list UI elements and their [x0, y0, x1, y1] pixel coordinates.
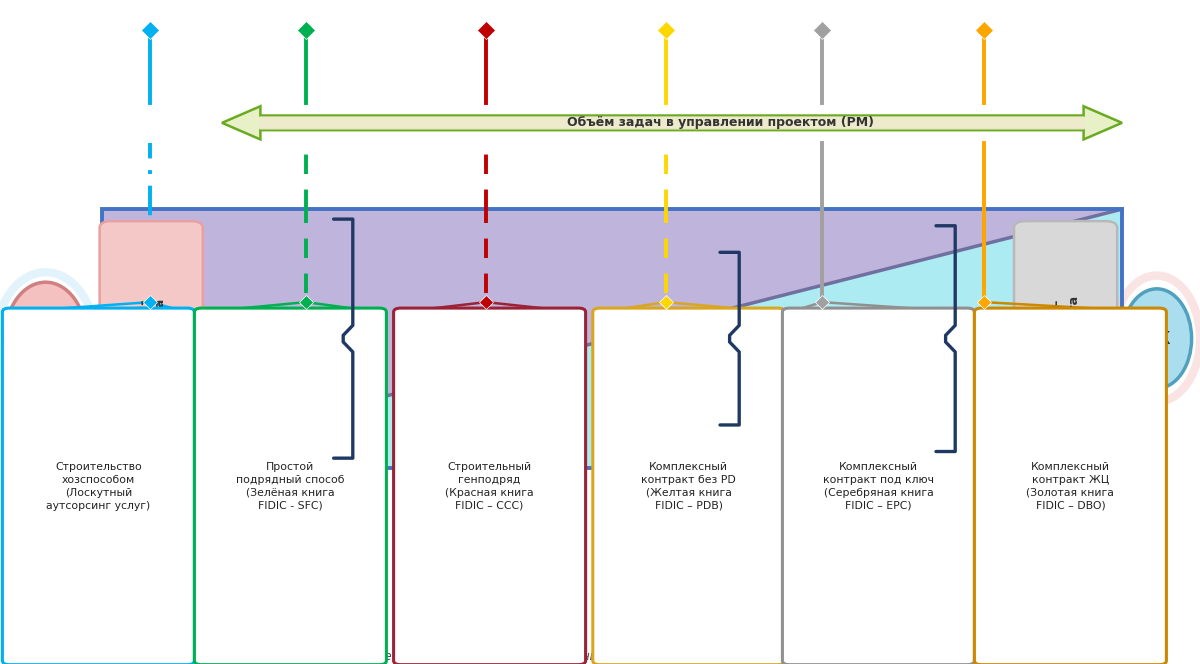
Text: ИК: ИК [1144, 329, 1170, 348]
Ellipse shape [1122, 289, 1192, 388]
Text: Строительный
генподряд
(Красная книга
FIDIC – CCC): Строительный генподряд (Красная книга FI… [445, 462, 534, 511]
Text: Объём РМ-
инсорсинга: Объём РМ- инсорсинга [137, 298, 166, 379]
FancyBboxPatch shape [194, 308, 386, 664]
Text: Объём задач в управлении проектом (РМ): Объём задач в управлении проектом (РМ) [566, 116, 874, 129]
FancyBboxPatch shape [394, 308, 586, 664]
Text: Строительство
хозспособом
(Лоскутный
аутсорсинг услуг): Строительство хозспособом (Лоскутный аут… [47, 462, 150, 511]
Text: СКС: СКС [26, 329, 65, 348]
FancyBboxPatch shape [782, 308, 974, 664]
Polygon shape [102, 209, 1122, 468]
Text: Рис.6 Условное разделение задач по управлению проектом между Заказчиком и Консал: Рис.6 Условное разделение задач по управ… [299, 649, 901, 663]
Polygon shape [102, 209, 1122, 468]
Polygon shape [260, 116, 1084, 130]
Text: Простой
подрядный способ
(Зелёная книга
FIDIC - SFC): Простой подрядный способ (Зелёная книга … [236, 462, 344, 511]
FancyBboxPatch shape [1014, 221, 1117, 456]
FancyBboxPatch shape [100, 221, 203, 456]
Text: Комплексный
контракт под ключ
(Серебряная книга
FIDIC – EPC): Комплексный контракт под ключ (Серебряна… [823, 462, 934, 511]
FancyBboxPatch shape [2, 308, 194, 664]
Polygon shape [222, 106, 1122, 139]
Text: Комплексный
контракт без PD
(Желтая книга
FIDIC – PDB): Комплексный контракт без PD (Желтая книг… [642, 462, 736, 511]
FancyBboxPatch shape [593, 308, 785, 664]
Ellipse shape [5, 282, 86, 395]
Text: Объём РМ-
аутсорсинга: Объём РМ- аутсорсинга [1051, 295, 1080, 382]
FancyBboxPatch shape [974, 308, 1166, 664]
Text: Комплексный
контракт ЖЦ
(Золотая книга
FIDIC – DBO): Комплексный контракт ЖЦ (Золотая книга F… [1026, 462, 1115, 511]
Bar [102, 209, 1122, 468]
